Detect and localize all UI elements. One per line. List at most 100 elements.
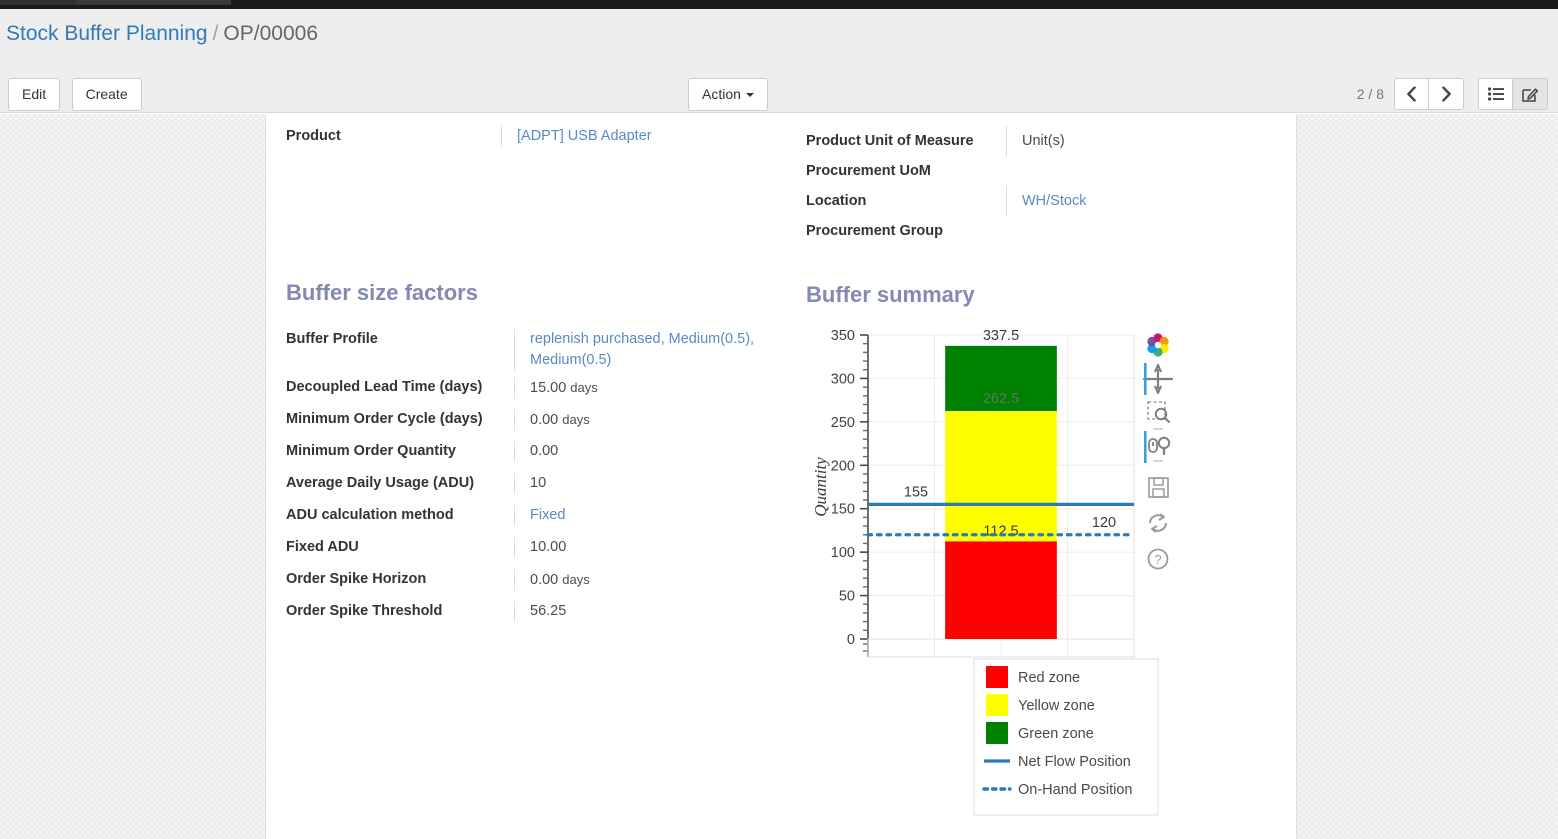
bar-segment-green-zone[interactable] — [945, 345, 1057, 411]
buffer-size-factors-title: Buffer size factors — [286, 280, 478, 305]
svg-text:?: ? — [1154, 552, 1161, 567]
unit-order-spike-horizon: days — [562, 572, 590, 587]
value-text-minimum-order-cycle: 0.00 — [530, 412, 559, 428]
value-decoupled-lead-time: 15.00 days — [514, 377, 786, 399]
value-order-spike-horizon: 0.00 days — [514, 569, 786, 591]
y-axis-tick-label: 0 — [847, 632, 855, 648]
row-decoupled-lead-time: Decoupled Lead Time (days) 15.00 days — [286, 377, 786, 409]
page-background: Product [ADPT] USB Adapter Product Unit … — [0, 114, 1558, 839]
on-hand-position-label: 120 — [1092, 515, 1116, 531]
chart-svg[interactable]: 0 50 100 150 200 250 300 350 Quantity 337.5 262.5 1… — [806, 327, 1206, 827]
field-label-product: Product — [286, 128, 341, 144]
view-switcher — [1478, 78, 1548, 110]
pager-and-views: 2 / 8 — [1357, 78, 1548, 110]
field-label-procurement-group: Procurement Group — [806, 223, 943, 239]
pager-previous-button[interactable] — [1394, 78, 1429, 110]
legend-item[interactable]: On-Hand Position — [982, 782, 1132, 798]
legend-label: Green zone — [1018, 726, 1094, 742]
field-label-procurement-uom: Procurement UoM — [806, 163, 931, 179]
row-order-spike-threshold: Order Spike Threshold 56.25 — [286, 601, 786, 633]
field-label-location: Location — [806, 193, 867, 209]
bar-segment-red-zone[interactable] — [945, 541, 1057, 639]
value-order-spike-threshold: 56.25 — [514, 601, 786, 622]
buffer-size-factors-rows: Buffer Profile replenish purchased, Medi… — [286, 329, 786, 633]
pager-count: 2 / 8 — [1356, 86, 1384, 102]
wheel-zoom-icon[interactable] — [1144, 431, 1171, 463]
legend-item[interactable]: Net Flow Position — [984, 754, 1131, 770]
breadcrumb: Stock Buffer Planning / OP/00006 — [6, 21, 318, 47]
row-adu-calculation-method: ADU calculation method Fixed — [286, 505, 786, 537]
list-view-icon — [1487, 87, 1504, 101]
legend-label: Red zone — [1018, 670, 1080, 686]
help-icon[interactable]: ? — [1147, 548, 1169, 570]
chevron-right-icon — [1441, 86, 1452, 102]
save-icon[interactable] — [1148, 477, 1169, 498]
bar-label-red-zone: 112.5 — [983, 523, 1018, 539]
buffer-summary-chart[interactable]: 0 50 100 150 200 250 300 350 Quantity 337.5 262.5 1… — [806, 327, 1206, 827]
row-minimum-order-quantity: Minimum Order Quantity 0.00 — [286, 441, 786, 473]
value-fixed-adu: 10.00 — [514, 537, 786, 558]
y-axis-tick-label: 200 — [831, 458, 855, 474]
logistics-field-group: Product Unit of Measure Unit(s) Procurem… — [806, 126, 1276, 246]
buffer-summary-group: Buffer summary 0 50 100 150 200 250 300 350 Quan… — [806, 281, 1276, 827]
legend-label: On-Hand Position — [1018, 782, 1132, 798]
row-average-daily-usage: Average Daily Usage (ADU) 10 — [286, 473, 786, 505]
control-panel: Stock Buffer Planning / OP/00006 Edit Crea… — [0, 9, 1558, 113]
field-procurement-group: Procurement Group — [806, 216, 1276, 246]
top-navbar — [0, 0, 1558, 9]
bar-label-yellow-zone: 262.5 — [983, 391, 1019, 407]
row-fixed-adu: Fixed ADU 10.00 — [286, 537, 786, 569]
edit-button[interactable]: Edit — [8, 78, 61, 111]
y-axis-title: Quantity — [811, 457, 830, 517]
legend-label: Yellow zone — [1018, 698, 1095, 714]
legend-label: Net Flow Position — [1018, 754, 1131, 770]
field-label-product-uom: Product Unit of Measure — [806, 133, 974, 149]
label-order-spike-threshold: Order Spike Threshold — [286, 603, 443, 619]
value-minimum-order-cycle: 0.00 days — [514, 409, 786, 431]
row-order-spike-horizon: Order Spike Horizon 0.00 days — [286, 569, 786, 601]
pager-next-button[interactable] — [1429, 78, 1464, 110]
y-axis-tick-label: 300 — [831, 371, 855, 387]
field-product: Product [ADPT] USB Adapter — [286, 126, 773, 146]
chevron-down-icon — [745, 93, 754, 98]
breadcrumb-root-link[interactable]: Stock Buffer Planning — [6, 22, 208, 45]
product-field-group: Product [ADPT] USB Adapter — [286, 126, 773, 146]
navbar-menu-area — [76, 0, 231, 5]
create-button[interactable]: Create — [71, 78, 142, 111]
legend-item[interactable]: Green zone — [986, 722, 1094, 744]
row-minimum-order-cycle: Minimum Order Cycle (days) 0.00 days — [286, 409, 786, 441]
action-dropdown-button[interactable]: Action — [688, 78, 768, 111]
label-minimum-order-cycle: Minimum Order Cycle (days) — [286, 411, 483, 427]
chevron-left-icon — [1406, 86, 1417, 102]
form-view-button[interactable] — [1513, 78, 1548, 110]
breadcrumb-current: OP/00006 — [223, 22, 318, 45]
box-zoom-icon[interactable] — [1147, 401, 1171, 430]
label-buffer-profile: Buffer Profile — [286, 331, 378, 347]
bar-segment-yellow-zone[interactable] — [945, 411, 1057, 542]
action-dropdown-label: Action — [702, 86, 741, 102]
value-text-order-spike-horizon: 0.00 — [530, 572, 559, 588]
bar-label-green-zone: 337.5 — [983, 328, 1019, 344]
pan-tool-icon[interactable] — [1142, 363, 1174, 395]
value-adu-calculation-method[interactable]: Fixed — [514, 505, 786, 526]
list-view-button[interactable] — [1478, 78, 1513, 110]
field-product-uom: Product Unit of Measure Unit(s) — [806, 126, 1276, 156]
y-axis-tick-label: 350 — [831, 328, 855, 344]
form-view-icon — [1522, 86, 1539, 102]
label-fixed-adu: Fixed ADU — [286, 539, 359, 555]
label-decoupled-lead-time: Decoupled Lead Time (days) — [286, 379, 483, 395]
legend-item[interactable]: Red zone — [986, 666, 1080, 688]
legend-item[interactable]: Yellow zone — [986, 694, 1095, 716]
action-menu-wrap: Action — [688, 78, 768, 111]
value-text-decoupled-lead-time: 15.00 — [530, 380, 567, 396]
reset-icon[interactable] — [1149, 513, 1167, 533]
value-buffer-profile[interactable]: replenish purchased, Medium(0.5), Medium… — [514, 329, 764, 371]
bokeh-logo-icon — [1147, 333, 1169, 357]
net-flow-position-label: 155 — [904, 484, 928, 500]
breadcrumb-separator: / — [212, 22, 219, 45]
y-axis-tick-label: 250 — [831, 415, 855, 431]
label-minimum-order-quantity: Minimum Order Quantity — [286, 443, 456, 459]
field-value-location[interactable]: WH/Stock — [1006, 186, 1276, 216]
field-value-product[interactable]: [ADPT] USB Adapter — [501, 126, 773, 146]
field-procurement-uom: Procurement UoM — [806, 156, 1276, 186]
